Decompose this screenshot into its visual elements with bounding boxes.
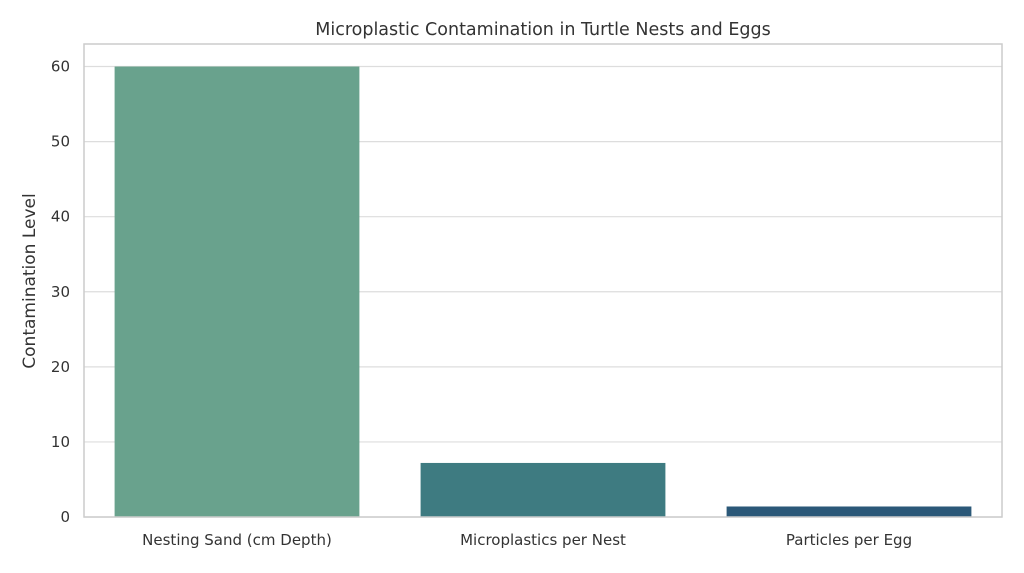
y-tick-label: 40 bbox=[51, 208, 70, 226]
y-tick-label: 20 bbox=[51, 358, 70, 376]
y-tick-label: 10 bbox=[51, 433, 70, 451]
x-tick-label: Particles per Egg bbox=[786, 531, 912, 549]
x-tick-label: Nesting Sand (cm Depth) bbox=[142, 531, 332, 549]
plot-frame bbox=[83, 43, 1003, 518]
y-tick-label: 50 bbox=[51, 133, 70, 151]
bar bbox=[420, 462, 666, 517]
y-tick-label: 0 bbox=[60, 508, 70, 526]
bars bbox=[114, 66, 972, 518]
tick-labels: 0 10 20 30 40 50 60 Nesting Sand (cm Depth) Micr… bbox=[51, 58, 912, 549]
bar bbox=[726, 506, 972, 517]
plot-border bbox=[83, 43, 1003, 518]
y-tick-label: 60 bbox=[51, 58, 70, 76]
chart-title: Microplastic Contamination in Turtle Nes… bbox=[315, 20, 771, 40]
bar bbox=[114, 66, 360, 518]
y-tick-label: 30 bbox=[51, 283, 70, 301]
x-tick-label: Microplastics per Nest bbox=[460, 531, 626, 549]
y-axis-title: Contamination Level bbox=[20, 193, 40, 368]
